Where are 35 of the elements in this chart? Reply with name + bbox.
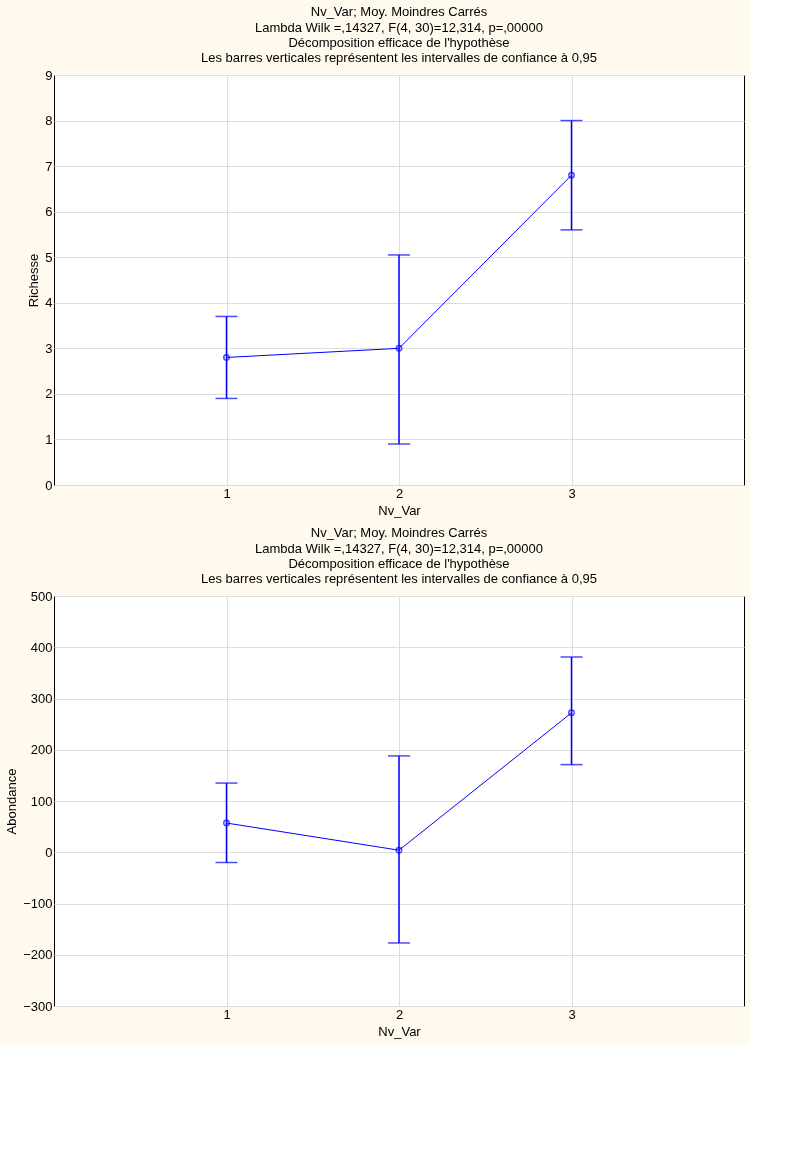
y-axis-title: Abondance [4,768,20,835]
y-tick-label: 9 [45,67,53,83]
chart-title: Nv_Var; Moy. Moindres Carrés [310,525,488,540]
y-tick-label: 200 [30,742,53,758]
y-tick-label: 500 [30,588,53,604]
y-tick-label: 300 [30,691,53,706]
x-tick-label: 1 [223,485,231,501]
y-tick-label: 1 [45,431,53,447]
y-tick-label: 0 [45,477,53,493]
y-tick-label: −100 [23,896,53,911]
x-tick-label: 1 [223,1006,231,1022]
y-tick-label: −300 [23,998,53,1014]
y-tick-label: 5 [45,249,53,265]
y-tick-label: 7 [45,158,53,174]
y-tick-label: 3 [45,340,53,356]
x-tick-label: 3 [568,485,576,501]
point [395,846,403,854]
x-axis-title: Nv_Var [378,502,422,518]
point [395,344,403,352]
x-tick-label: 3 [568,1006,576,1022]
y-tick-label: 6 [45,204,53,220]
y-tick-label: 100 [30,793,53,809]
x-axis-title: Nv_Var [378,1023,422,1039]
y-axis-title: Richesse [26,253,42,308]
chart-subtitle: Lambda Wilk =,14327, F(4, 30)=12,314, p=,00000 Décomposition efficace de l'hypothèse Les barres verticales représentent les intervalles de confiance à 0,95 [201,20,597,65]
y-tick-label: −200 [23,947,53,963]
y-tick-label: 4 [45,295,53,311]
chart-title: Nv_Var; Moy. Moindres Carrés [310,4,488,19]
y-tick-label: 2 [45,386,53,402]
x-tick-label: 2 [395,1006,404,1022]
chart-subtitle: Lambda Wilk =,14327, F(4, 30)=12,314, p=,00000 Décomposition efficace de l'hypothèse Les barres verticales représentent les intervalles de confiance à 0,95 [201,541,597,586]
y-tick-label: 0 [45,844,53,860]
y-tick-label: 8 [45,113,53,129]
x-tick-label: 2 [395,485,404,501]
y-tick-label: 400 [30,639,53,655]
